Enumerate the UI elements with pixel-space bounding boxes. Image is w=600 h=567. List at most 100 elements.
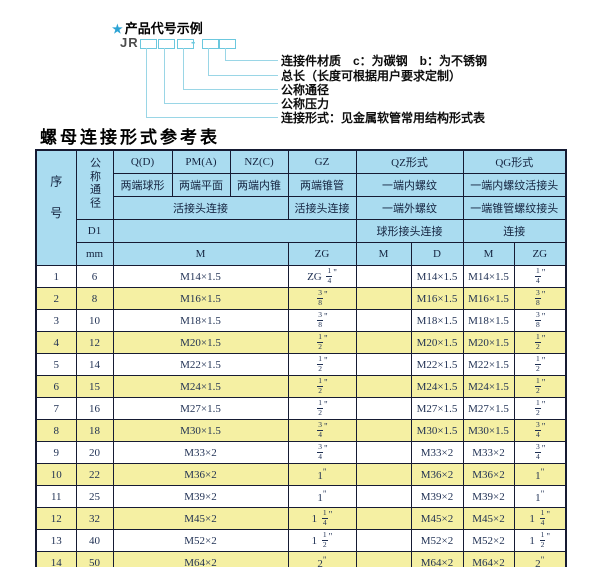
- cell-qg-zg: 1": [513, 463, 567, 486]
- cell-m: M27×1.5: [112, 397, 289, 420]
- cell-qz-m: [355, 507, 412, 530]
- cell-seq: 4: [35, 331, 77, 354]
- cell-dn: 18: [75, 419, 114, 442]
- cell-qz-m: [355, 309, 412, 332]
- table-row: 3 10 M18×1.5 3 8 " M18×1.5 M18×1.5 3 8 ": [35, 309, 567, 332]
- header-row-2: 两端球形 两端平面 两端内锥 两端锥管 一端内螺纹 一端内螺纹活接头: [36, 173, 567, 197]
- cell-qg-m: M33×2: [462, 441, 515, 464]
- header-row-5: mm M ZG M D M ZG: [36, 242, 567, 266]
- cell-seq: 1: [35, 265, 77, 288]
- table-row: 6 15 M24×1.5 1 2 " M24×1.5 M24×1.5 1 2 ": [35, 375, 567, 398]
- callout-vline: [183, 48, 184, 89]
- cell-gz-zg: 1 2 ": [287, 353, 357, 376]
- qz-connection: 球形接头连接: [355, 219, 464, 243]
- cell-m: M36×2: [112, 463, 289, 486]
- cell-gz-zg: 2": [287, 551, 357, 567]
- callout-label: 连接形式：见金属软管常用结构形式表: [281, 111, 486, 125]
- cell-qz-d: M64×2: [410, 551, 464, 567]
- qg-desc2: 一端锥管螺纹接头: [462, 196, 567, 220]
- callout-vline: [208, 48, 209, 75]
- table-body: 1 6 M14×1.5 ZG 1 4 " M14×1.5 M14×1.5 1 4 " 2 8 M16×1.…: [35, 265, 567, 567]
- cell-qz-d: M36×2: [410, 463, 464, 486]
- callout-label: 总长（长度可根据用户要求定制）: [281, 69, 462, 83]
- cell-qg-m: M18×1.5: [462, 309, 515, 332]
- qg-zg-label: ZG: [513, 242, 567, 266]
- table-row: 2 8 M16×1.5 3 8 " M16×1.5 M16×1.5 3 8 ": [35, 287, 567, 310]
- cell-dn: 12: [75, 331, 114, 354]
- cell-m: M64×2: [112, 551, 289, 567]
- cell-m: M20×1.5: [112, 331, 289, 354]
- diagram-title: ★ 产品代号示例: [112, 18, 203, 37]
- gz-connection: 活接头连接: [287, 196, 357, 220]
- cell-seq: 10: [35, 463, 77, 486]
- callout-vline: [164, 48, 165, 103]
- cell-gz-zg: 3 4 ": [287, 441, 357, 464]
- table-row: 14 50 M64×2 2" M64×2 M64×2 2": [35, 551, 567, 567]
- left-connection: 活接头连接: [112, 196, 289, 220]
- cell-m: M39×2: [112, 485, 289, 508]
- callout-hline: [225, 60, 278, 61]
- empty-cell: [112, 219, 357, 243]
- cell-m: M33×2: [112, 441, 289, 464]
- cell-seq: 9: [35, 441, 77, 464]
- cell-gz-zg: 1 1 4 ": [287, 507, 357, 530]
- cell-qz-m: [355, 397, 412, 420]
- m-label: M: [112, 242, 289, 266]
- cell-qz-d: M27×1.5: [410, 397, 464, 420]
- cell-dn: 16: [75, 397, 114, 420]
- cell-qz-m: [355, 485, 412, 508]
- cell-qg-zg: 3 4 ": [513, 441, 567, 464]
- cell-qz-m: [355, 331, 412, 354]
- cell-qg-m: M24×1.5: [462, 375, 515, 398]
- cell-gz-zg: 1 2 ": [287, 331, 357, 354]
- cell-m: M14×1.5: [112, 265, 289, 288]
- table-header: 序号 公称通径 Q(D) PM(A) NZ(C) GZ QZ形式 QG形式 两端…: [35, 149, 567, 266]
- cell-dn: 8: [75, 287, 114, 310]
- table-title: 螺母连接形式参考表: [40, 128, 220, 148]
- table-row: 11 25 M39×2 1" M39×2 M39×2 1": [35, 485, 567, 508]
- pm-desc: 两端平面: [171, 173, 231, 197]
- cell-qg-zg: 2": [513, 551, 567, 567]
- code-prefix: JR: [120, 35, 139, 50]
- cell-qg-m: M14×1.5: [462, 265, 515, 288]
- callout-hline: [146, 117, 278, 118]
- col-qz-header: QZ形式: [355, 149, 464, 174]
- nut-connection-table: 序号 公称通径 Q(D) PM(A) NZ(C) GZ QZ形式 QG形式 两端…: [35, 149, 568, 567]
- cell-gz-zg: 1 2 ": [287, 375, 357, 398]
- cell-qg-zg: 1 2 ": [513, 331, 567, 354]
- cell-dn: 25: [75, 485, 114, 508]
- cell-qz-m: [355, 419, 412, 442]
- cell-m: M30×1.5: [112, 419, 289, 442]
- nz-desc: 两端内锥: [229, 173, 289, 197]
- cell-dn: 15: [75, 375, 114, 398]
- cell-seq: 6: [35, 375, 77, 398]
- cell-dn: 14: [75, 353, 114, 376]
- qg-connection: 连接: [462, 219, 567, 243]
- cell-m: M24×1.5: [112, 375, 289, 398]
- cell-qz-d: M45×2: [410, 507, 464, 530]
- cell-qz-m: [355, 375, 412, 398]
- cell-qg-m: M52×2: [462, 529, 515, 552]
- cell-qz-d: M18×1.5: [410, 309, 464, 332]
- cell-seq: 2: [35, 287, 77, 310]
- cell-qg-zg: 1 1 4 ": [513, 507, 567, 530]
- code-box: [140, 39, 157, 49]
- cell-m: M18×1.5: [112, 309, 289, 332]
- table-row: 8 18 M30×1.5 3 4 " M30×1.5 M30×1.5 3 4 ": [35, 419, 567, 442]
- cell-dn: 40: [75, 529, 114, 552]
- cell-qz-d: M20×1.5: [410, 331, 464, 354]
- cell-qz-d: M39×2: [410, 485, 464, 508]
- cell-qg-m: M45×2: [462, 507, 515, 530]
- cell-seq: 8: [35, 419, 77, 442]
- d1-label: D1: [75, 219, 114, 243]
- cell-qz-d: M52×2: [410, 529, 464, 552]
- cell-qg-zg: 3 4 ": [513, 419, 567, 442]
